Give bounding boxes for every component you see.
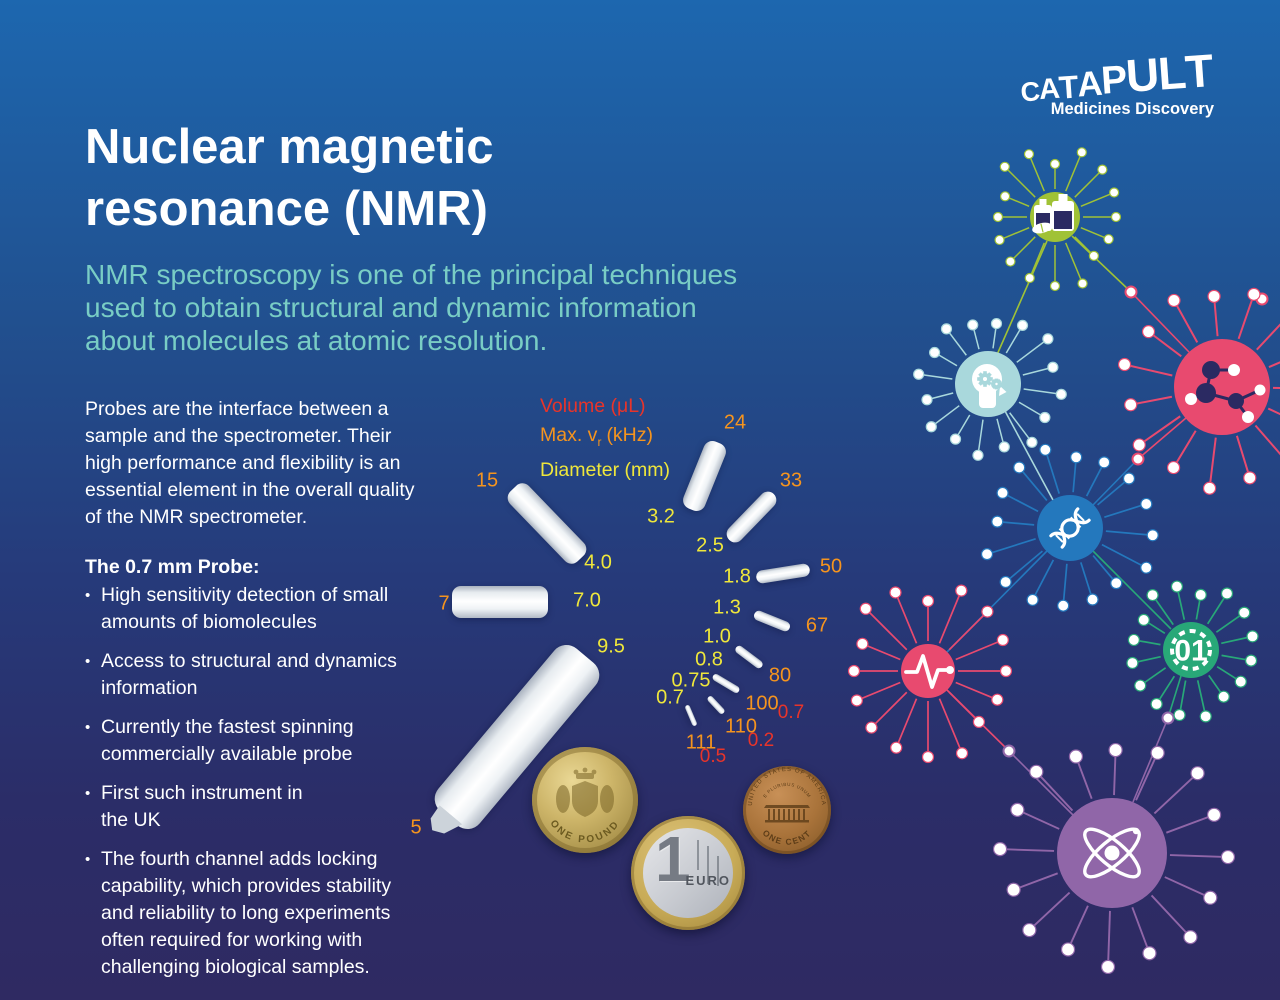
medicine-bottles-icon [1032,194,1074,234]
max-speed-value-label: 7 [438,592,450,615]
rotor-photo-1-3mm [752,609,792,633]
max-speed-value-label: 100 [745,692,779,715]
one-cent-coin: UNITED STATES OF AMERICA E PLURIBUS UNUM… [743,766,831,854]
diameter-value-label: 0.7 [656,686,684,709]
volume-value-label: 0.5 [699,746,727,767]
euro-word: EURO [685,873,731,888]
diameter-value-label: 0.75 [671,669,711,692]
euro-numeral: 1 [655,823,691,895]
svg-text:E PLURIBUS UNUM: E PLURIBUS UNUM [762,782,812,799]
brand-letter: A [1076,63,1104,105]
max-speed-value-label: 50 [819,555,843,578]
svg-text:ONE CENT: ONE CENT [761,828,814,847]
lincoln-memorial-emblem [764,805,810,823]
legend-diameter: Diameter (mm) [540,458,670,481]
svg-text:ONE POUND: ONE POUND [548,818,623,846]
brand-letter: P [1100,58,1129,104]
cent-mid-text: E PLURIBUS UNUM [762,782,811,799]
molecule-icon [1185,361,1266,423]
logo-tagline: Medicines Discovery [1050,100,1214,119]
brand-letter: C [1019,76,1041,108]
network-hub-dna [980,443,1159,612]
max-speed-value-label: 110 [725,715,757,738]
max-speed-value-label: 33 [779,469,803,492]
intro-text: NMR spectroscopy is one of the principal… [85,259,738,356]
rotor-photo-3-2mm [680,438,729,514]
max-speed-value-label: 67 [805,614,829,637]
diameter-value-label: 7.0 [573,589,601,612]
one-euro-coin: 1 EURO [631,816,745,930]
rotor-photo-0-7mm [684,704,698,727]
brand-letter: T [1057,68,1079,106]
network-hub-informatics: 01 [1126,580,1259,723]
brand-letter: U [1124,47,1161,103]
rotor-photo-2-5mm [723,488,780,546]
max-speed-value-label: 80 [768,664,792,687]
diameter-value-label: 3.2 [647,505,675,528]
dna-icon [1049,507,1091,549]
diagram-legend: Volume (μL) Max. vr (kHz) Diameter (mm) [540,392,670,484]
diameter-value-label: 9.5 [597,635,625,658]
diameter-value-label: 4.0 [584,551,612,574]
binary-digits: 01 [1174,635,1207,668]
diameter-value-label: 1.0 [703,625,731,648]
rotor-photo-4mm [503,479,591,568]
bullet-item: Currently the fastest spinning commercia… [85,714,445,768]
bullet-item: High sensitivity detection of small amou… [85,582,445,636]
probe-section-heading: The 0.7 mm Probe: [85,556,260,578]
royal-crest-emblem [556,767,614,817]
cent-bottom-text: ONE CENT [761,828,812,847]
pulse-icon [904,654,954,689]
brand-letter: T [1183,44,1215,98]
brand-letter: L [1156,46,1188,100]
diameter-value-label: 1.8 [723,565,751,588]
network-hub-pulse [847,584,1013,764]
rotor-photo-0-8mm [711,672,741,695]
volume-value-label: 0.7 [777,702,805,723]
brand-letter: A [1038,73,1061,107]
bullet-item: The fourth channel adds locking capabili… [85,846,445,981]
pound-coin-text: ONE POUND [548,818,620,846]
bullet-item: First such instrument in the UK [85,780,445,834]
diameter-value-label: 0.8 [695,648,723,671]
page-title: Nuclear magnetic resonance (NMR) [85,120,494,236]
legend-volume: Volume (μL) [540,395,646,417]
rotor-photo-0-75mm [706,694,726,716]
binary-gear-icon: 01 [1170,629,1212,671]
max-speed-value-label: 15 [475,469,499,492]
atom-icon [1083,827,1141,879]
probe-bullet-list: High sensitivity detection of small amou… [85,582,445,993]
head-gears-icon [972,364,1007,408]
diameter-value-label: 1.3 [713,596,741,619]
max-speed-value-label: 24 [723,411,747,434]
probes-paragraph: Probes are the interface between a sampl… [85,398,415,528]
network-hub-mind [913,317,1067,461]
diameter-value-label: 2.5 [696,534,724,557]
rotor-photo-1mm [733,644,765,670]
network-hub-pills [992,147,1122,292]
max-speed-value-label: 5 [410,816,422,839]
volume-value-label: 0.2 [747,730,775,751]
rotor-photo-1-8mm [755,562,811,585]
network-hub-molecule [1117,287,1280,495]
rotor-photo-7mm [452,586,548,618]
max-speed-value-label: 111 [685,731,717,754]
legend-max-spinning-speed: Max. vr (kHz) [540,423,654,449]
one-pound-coin: ONE POUND [532,747,638,853]
network-hub-atom [992,742,1236,975]
bullet-item: Access to structural and dynamics inform… [85,648,445,702]
